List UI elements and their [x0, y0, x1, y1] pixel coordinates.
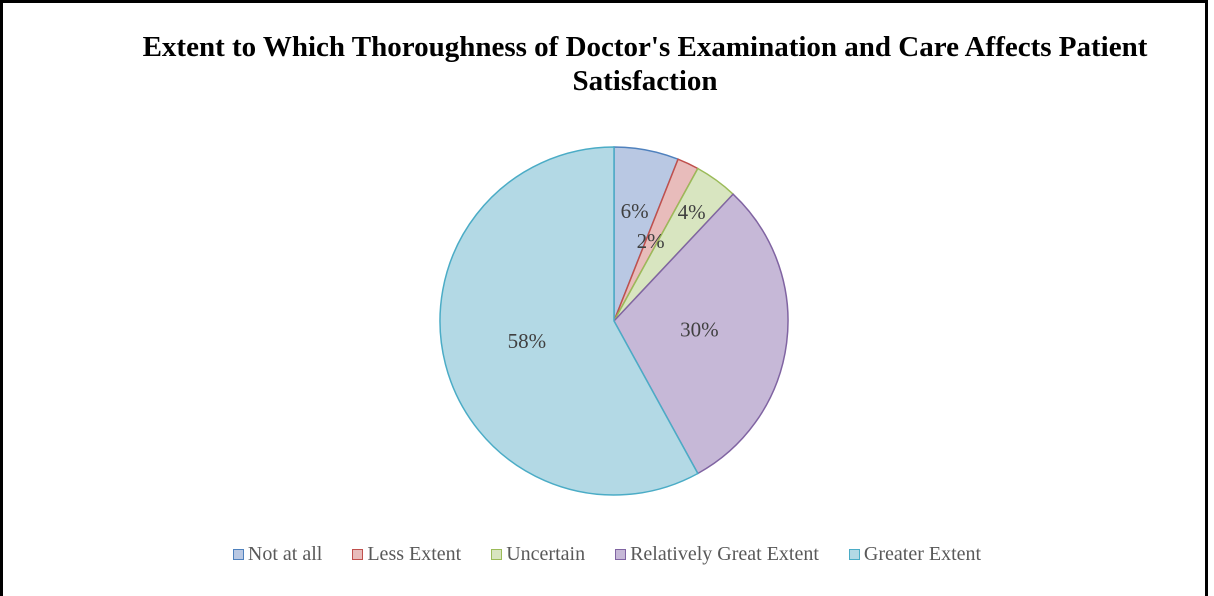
pie-slice: [439, 146, 699, 496]
legend-label: Relatively Great Extent: [630, 543, 819, 565]
data-label: 58%: [508, 329, 547, 353]
legend-item: Greater Extent: [848, 543, 982, 566]
data-label: 4%: [678, 200, 706, 224]
legend-label: Uncertain: [506, 543, 586, 565]
legend-swatch: [615, 549, 627, 560]
legend-swatch: [232, 549, 244, 560]
legend-item: Uncertain: [491, 543, 585, 566]
legend-swatch: [491, 549, 503, 560]
legend-label: Not at all: [247, 543, 323, 565]
legend-swatch: [848, 549, 860, 560]
data-label: 2%: [637, 229, 665, 253]
legend-item: Not at all: [232, 543, 323, 566]
legend-label: Greater Extent: [863, 543, 982, 565]
legend-item: Less Extent: [352, 543, 461, 566]
legend-swatch: [352, 549, 364, 560]
legend: Not at all Less Extent Uncertain Relatively…: [0, 543, 1214, 566]
data-label: 30%: [680, 318, 719, 342]
legend-label: Less Extent: [367, 543, 462, 565]
data-label: 6%: [621, 199, 649, 223]
chart-title: Extent to Which Thoroughness of Doctor's…: [142, 31, 1148, 97]
legend-item: Relatively Great Extent: [615, 543, 819, 566]
pie-slice: [613, 193, 789, 475]
